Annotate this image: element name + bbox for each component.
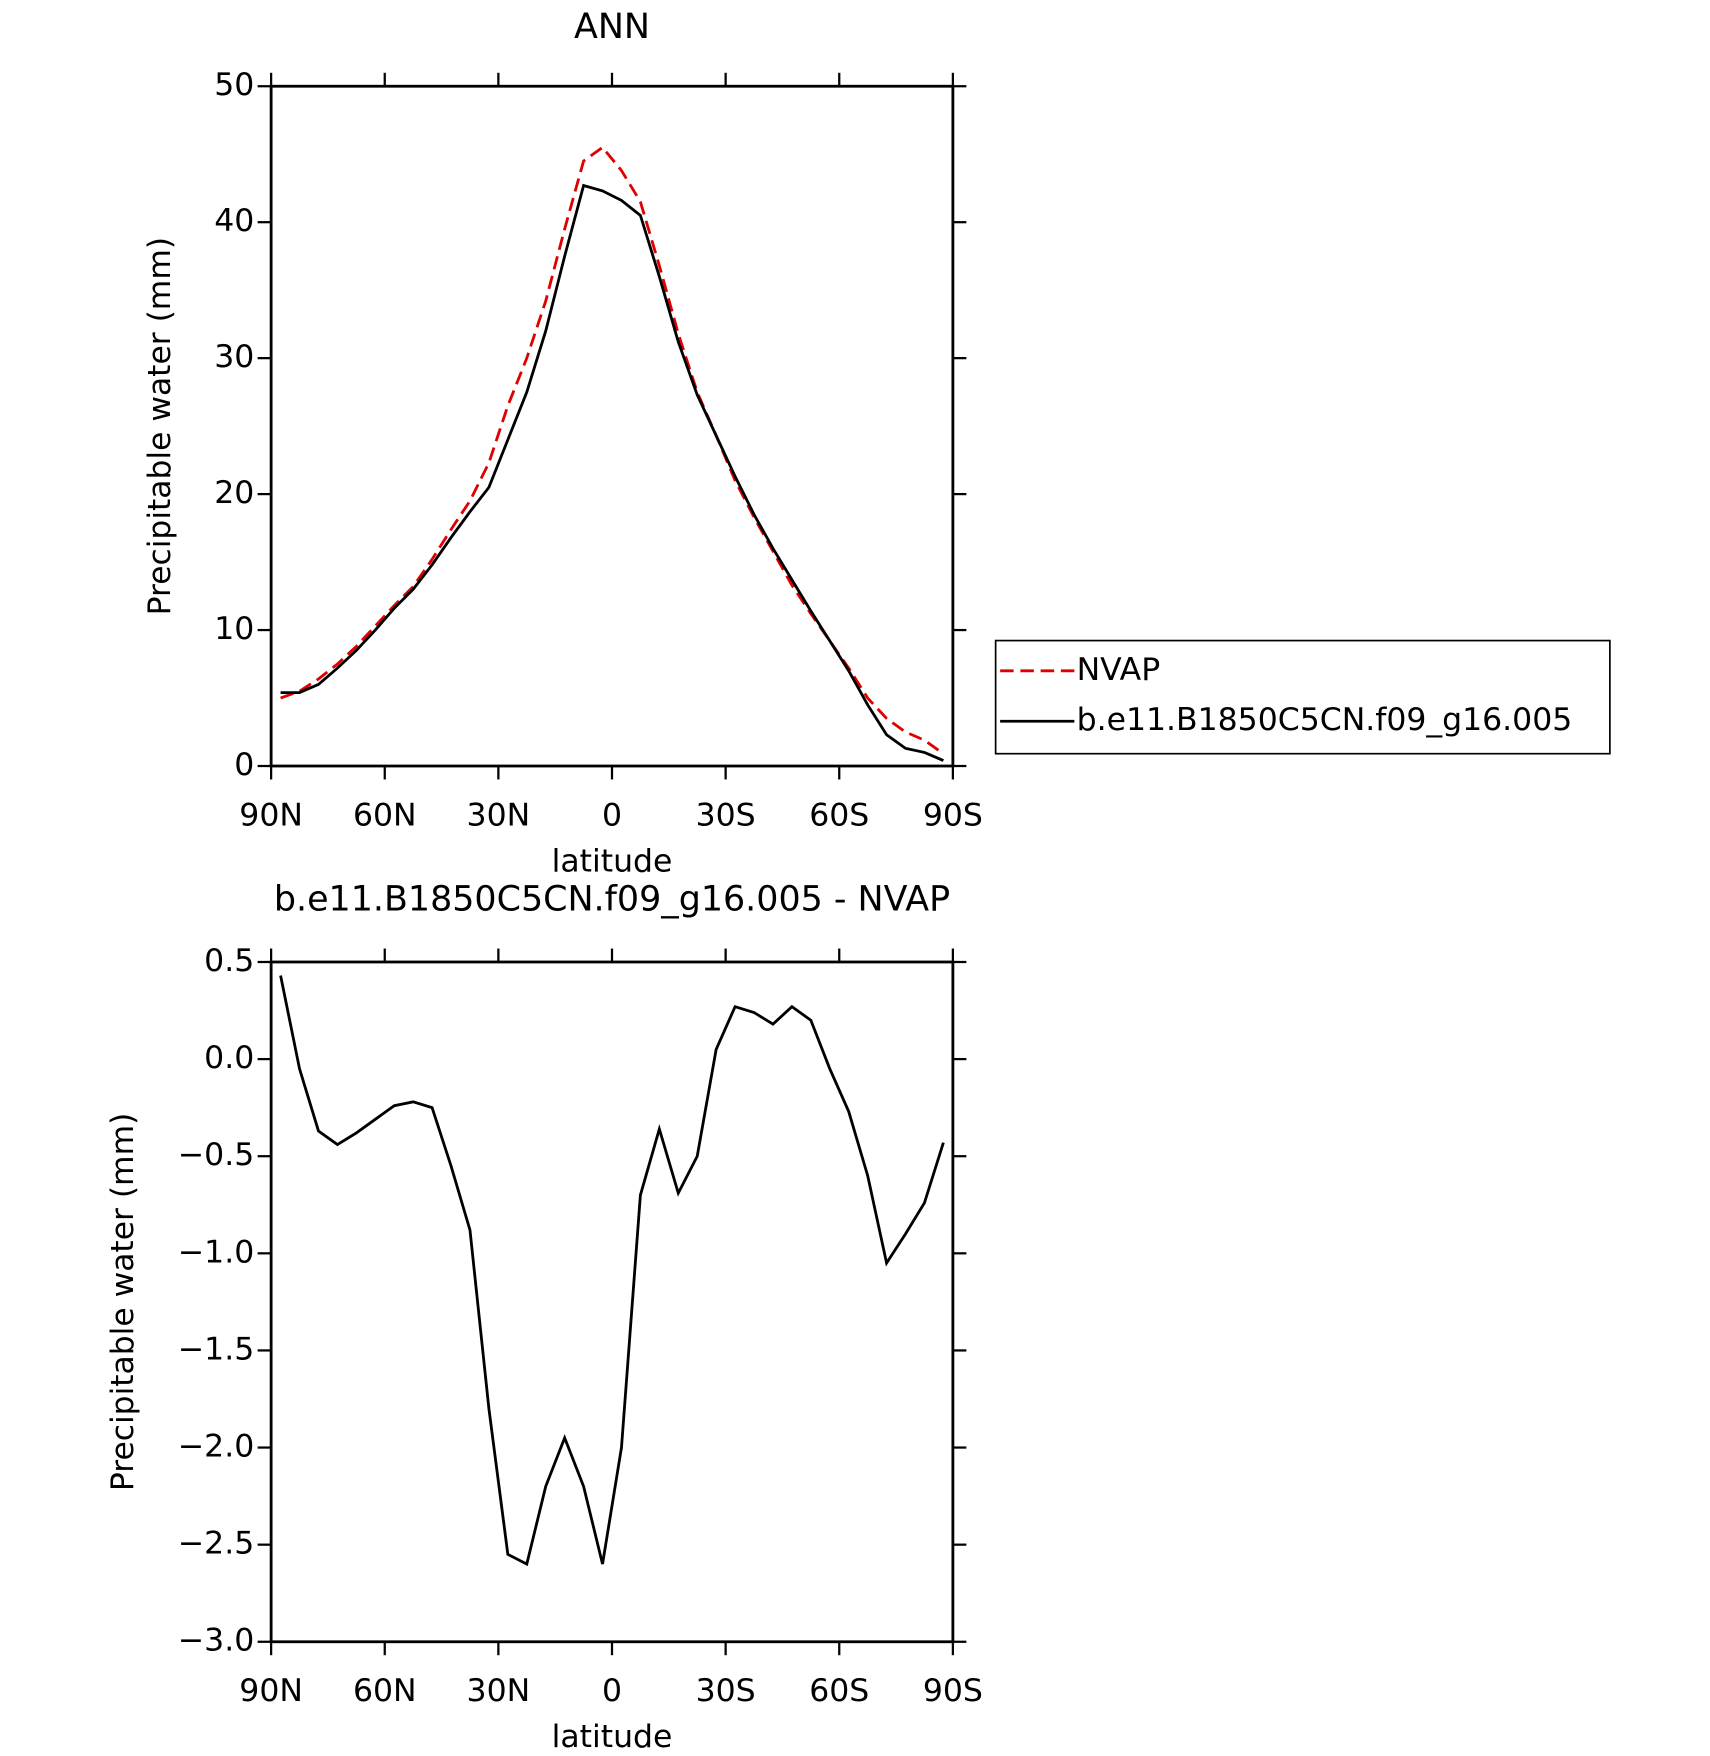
y-tick-label: 20 xyxy=(214,475,254,511)
y-tick-label: 40 xyxy=(214,203,254,239)
x-tick-label: 0 xyxy=(602,1673,622,1709)
x-tick-label: 60S xyxy=(809,1673,869,1709)
y-tick-label: 10 xyxy=(214,611,254,647)
x-axis-label: latitude xyxy=(552,1719,673,1755)
x-tick-label: 60N xyxy=(353,797,417,833)
legend-label: b.e11.B1850C5CN.f09_g16.005 xyxy=(1077,702,1573,738)
data-line xyxy=(280,183,944,762)
x-tick-label: 90S xyxy=(923,1673,983,1709)
x-tick-label: 90N xyxy=(239,797,303,833)
chart-title: ANN xyxy=(574,7,650,47)
x-tick-label: 30N xyxy=(467,797,531,833)
legend-box xyxy=(994,639,1611,755)
y-tick-label: 0.0 xyxy=(204,1040,254,1076)
y-tick-label: −0.5 xyxy=(178,1137,254,1173)
plot-frame xyxy=(269,960,955,1644)
legend-label: NVAP xyxy=(1077,652,1161,688)
y-tick-label: −3.0 xyxy=(178,1623,254,1659)
x-axis-label: latitude xyxy=(552,843,673,879)
x-tick-label: 0 xyxy=(602,797,622,833)
y-tick-label: −2.5 xyxy=(178,1526,254,1562)
x-tick-label: 60S xyxy=(809,797,869,833)
y-tick-label: 50 xyxy=(214,67,254,103)
x-tick-label: 30N xyxy=(467,1673,531,1709)
y-tick-label: 0.5 xyxy=(204,943,254,979)
x-tick-label: 90N xyxy=(239,1673,303,1709)
x-tick-label: 30S xyxy=(696,1673,756,1709)
x-tick-label: 60N xyxy=(353,1673,417,1709)
y-tick-label: −1.0 xyxy=(178,1234,254,1270)
y-tick-label: 0 xyxy=(234,747,254,783)
x-tick-label: 90S xyxy=(923,797,983,833)
y-tick-label: 30 xyxy=(214,339,254,375)
data-line xyxy=(279,975,945,1567)
y-tick-label: −1.5 xyxy=(178,1331,254,1367)
y-tick-label: −2.0 xyxy=(178,1429,254,1465)
x-tick-label: 30S xyxy=(696,797,756,833)
y-axis-label: Precipitable water (mm) xyxy=(142,237,178,615)
plot-frame xyxy=(269,84,955,768)
y-axis-label: Precipitable water (mm) xyxy=(105,1113,141,1491)
chart-title: b.e11.B1850C5CN.f09_g16.005 - NVAP xyxy=(274,879,950,919)
